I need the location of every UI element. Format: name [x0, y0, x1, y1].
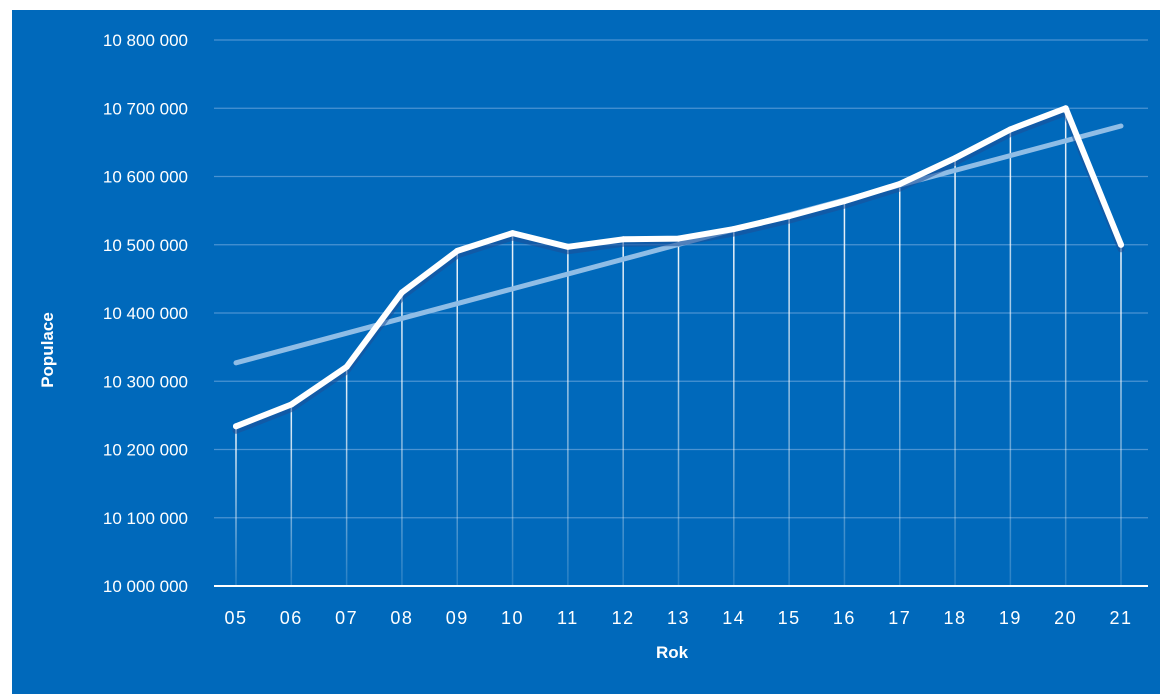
y-tick-label: 10 200 000 [103, 441, 188, 460]
drop-line [1064, 108, 1067, 586]
data-point [343, 363, 350, 370]
drop-line [290, 404, 293, 586]
data-point [233, 423, 239, 430]
data-point [454, 247, 461, 254]
data-point [398, 289, 405, 296]
x-tick-label: 07 [335, 608, 358, 628]
drop-line [899, 184, 901, 586]
y-tick-label: 10 800 000 [103, 31, 188, 50]
drop-line [733, 229, 735, 587]
x-tick-label: 14 [722, 608, 745, 628]
population-line-chart: 10 000 000 10 100 000 10 200 000 10 300 000… [12, 10, 1160, 694]
data-point [509, 230, 516, 237]
data-point [620, 236, 627, 243]
drop-line [567, 246, 569, 587]
data-point [896, 181, 903, 188]
drop-line [456, 250, 458, 586]
x-tick-label: 10 [501, 608, 524, 628]
drop-line [788, 216, 790, 586]
data-point [952, 155, 959, 162]
drop-line [235, 426, 237, 586]
data-point [841, 198, 848, 205]
x-tick-label: 15 [778, 608, 801, 628]
x-tick-label: 16 [833, 608, 856, 628]
y-tick-label: 10 300 000 [103, 372, 188, 391]
drop-line [1120, 244, 1122, 586]
x-tick-label: 05 [224, 608, 247, 628]
chart-container: 10 000 000 10 100 000 10 200 000 10 300 000… [12, 10, 1160, 694]
x-axis: 05 06 07 08 09 10 11 12 13 14 15 16 17 18 19 20 21 [224, 608, 1132, 628]
drop-line [954, 158, 956, 586]
data-point [730, 226, 737, 233]
data-point [564, 243, 571, 250]
x-tick-label: 19 [999, 608, 1022, 628]
drop-line [622, 239, 624, 587]
y-axis: 10 000 000 10 100 000 10 200 000 10 300 000… [103, 31, 188, 596]
data-point [1118, 241, 1124, 248]
x-tick-label: 09 [446, 608, 469, 628]
data-point [675, 235, 682, 242]
y-tick-label: 10 600 000 [103, 168, 188, 187]
y-tick-label: 10 000 000 [103, 577, 188, 596]
x-tick-label: 08 [390, 608, 413, 628]
x-axis-title: Rok [656, 643, 689, 662]
x-tick-label: 06 [280, 608, 303, 628]
drop-line [843, 201, 846, 586]
data-point [1062, 105, 1069, 112]
y-tick-label: 10 500 000 [103, 236, 188, 255]
data-point [288, 401, 295, 408]
drop-line [401, 292, 403, 586]
data-point [1007, 126, 1014, 133]
x-tick-label: 20 [1054, 608, 1077, 628]
drop-line [1009, 129, 1012, 586]
y-tick-label: 10 100 000 [103, 509, 188, 528]
series-line-group [232, 105, 1125, 434]
y-tick-label: 10 700 000 [103, 99, 188, 118]
chart-background [12, 10, 1160, 694]
x-tick-label: 13 [667, 608, 690, 628]
x-tick-label: 11 [557, 608, 579, 628]
x-tick-label: 12 [612, 608, 635, 628]
drop-lines [235, 108, 1122, 587]
drop-line [511, 233, 514, 586]
drop-line [345, 366, 348, 586]
y-axis-title: Populace [38, 312, 57, 388]
y-tick-label: 10 400 000 [103, 304, 188, 323]
drop-line [677, 238, 680, 587]
data-point [786, 213, 793, 220]
x-tick-label: 17 [888, 608, 911, 628]
x-tick-label: 18 [944, 608, 967, 628]
x-tick-label: 21 [1109, 608, 1132, 628]
